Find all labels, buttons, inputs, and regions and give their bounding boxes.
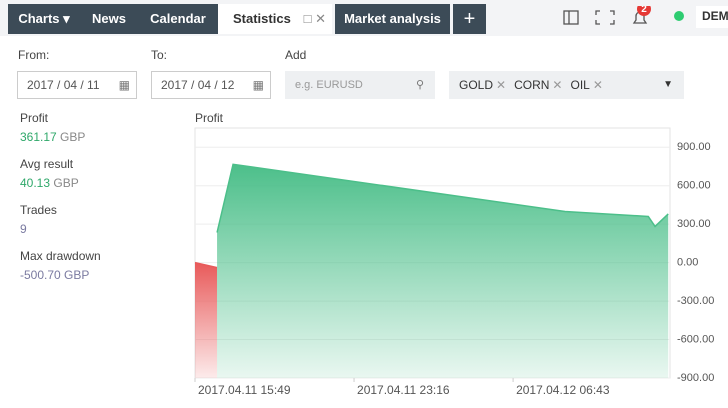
tag-select[interactable]: GOLD ✕ CORN ✕ OIL ✕ ▼ (449, 71, 684, 99)
tab-bar: Charts ▾ News Calendar Statistics □ ✕ Mar… (0, 0, 728, 36)
stat-number: 361.17 (20, 130, 57, 144)
y-tick-label: -300.00 (677, 295, 714, 307)
stat-value: 9 (20, 222, 27, 236)
tab[interactable]: Charts ▾ (8, 4, 80, 34)
tag: CORN (514, 78, 550, 92)
toolbar-icons: 2 DEM (563, 6, 728, 28)
tab-label: Statistics (233, 11, 291, 26)
x-tick-label: 2017.04.12 06:43 (516, 383, 610, 397)
from-value: 2017 / 04 / 11 (27, 78, 100, 92)
calendar-icon[interactable]: ▦ (252, 78, 264, 92)
y-tick-label: -600.00 (677, 333, 714, 345)
y-tick-label: -900.00 (677, 372, 714, 384)
stat-unit: GBP (60, 130, 86, 144)
add-placeholder: e.g. EURUSD (295, 79, 363, 91)
tag-remove[interactable]: ✕ (552, 78, 563, 92)
add-label: Add (285, 48, 307, 62)
stat-label: Profit (20, 111, 49, 125)
x-tick-label: 2017.04.11 23:16 (357, 383, 450, 397)
from-input[interactable]: 2017 / 04 / 11 ▦ (17, 71, 137, 99)
x-tick-label: 2017.04.11 15:49 (198, 383, 291, 397)
add-input[interactable]: e.g. EURUSD ⚲ (285, 71, 435, 99)
stat-label: Max drawdown (20, 249, 101, 263)
close-icon[interactable]: □ ✕ (303, 11, 326, 26)
from-label: From: (18, 48, 50, 62)
y-tick-label: 600.00 (677, 180, 711, 192)
search-icon[interactable]: ⚲ (415, 79, 424, 91)
tag: OIL (570, 78, 590, 92)
y-tick-label: 300.00 (677, 218, 711, 230)
stat-number: -500.70 (20, 268, 61, 282)
stat-value: 40.13 GBP (20, 176, 79, 190)
line (216, 163, 669, 233)
fullscreen-icon[interactable] (595, 10, 615, 25)
stat-unit: GBP (64, 268, 90, 282)
tag: GOLD (459, 78, 494, 92)
tag-remove[interactable]: ✕ (592, 78, 603, 92)
status-dot (674, 11, 684, 21)
dropdown-arrow[interactable]: ▼ (663, 79, 673, 90)
to-input[interactable]: 2017 / 04 / 12 ▦ (151, 71, 271, 99)
area (195, 262, 218, 378)
to-label: To: (151, 48, 168, 62)
tab-active[interactable]: Statistics □ ✕ (218, 4, 332, 34)
stat-label: Avg result (20, 157, 74, 171)
to-value: 2017 / 04 / 12 (161, 78, 235, 92)
area (217, 164, 669, 378)
account-box[interactable] (696, 6, 728, 28)
y-tick-label: 900.00 (677, 141, 711, 153)
tag-remove[interactable]: ✕ (496, 78, 507, 92)
account: DEM (702, 9, 728, 23)
badge-count: 2 (641, 6, 647, 15)
tab[interactable]: Calendar (138, 4, 218, 34)
stat-label: Trades (20, 203, 57, 217)
stat-value: 361.17 GBP (20, 130, 85, 144)
stat-value: -500.70 GBP (20, 268, 89, 282)
layout-icon[interactable] (563, 10, 579, 25)
chart-title: Profit (195, 111, 224, 125)
tab[interactable]: Market analysis (335, 4, 450, 34)
tab[interactable]: News (80, 4, 138, 34)
stat-unit: GBP (53, 176, 79, 190)
add-tab[interactable]: + (453, 4, 486, 34)
calendar-icon[interactable]: ▦ (118, 78, 130, 92)
badge (637, 6, 651, 16)
stat-number: 40.13 (20, 176, 51, 190)
line (194, 261, 218, 269)
y-tick-label: 0.00 (677, 257, 698, 269)
